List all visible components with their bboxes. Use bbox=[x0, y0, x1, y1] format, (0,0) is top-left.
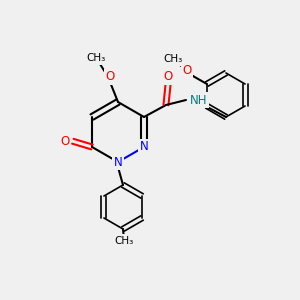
Text: O: O bbox=[105, 70, 115, 83]
Text: N: N bbox=[140, 140, 148, 154]
Text: CH₃: CH₃ bbox=[86, 53, 106, 63]
Text: N: N bbox=[114, 155, 122, 169]
Text: O: O bbox=[164, 70, 172, 83]
Text: NH: NH bbox=[190, 94, 208, 106]
Text: CH₃: CH₃ bbox=[114, 236, 134, 246]
Text: O: O bbox=[60, 135, 70, 148]
Text: CH₃: CH₃ bbox=[163, 54, 183, 64]
Text: O: O bbox=[182, 64, 192, 77]
